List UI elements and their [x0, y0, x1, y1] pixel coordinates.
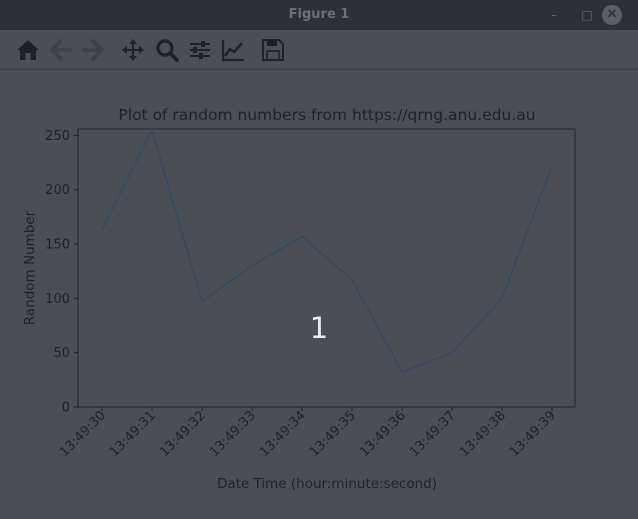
x-tick-label: 13:49:37 — [407, 408, 459, 460]
edit-axis-button[interactable] — [220, 37, 246, 63]
y-tick-label: 50 — [53, 346, 70, 361]
x-tick-label: 13:49:36 — [357, 408, 409, 460]
y-axis: 0 50 100 150 200 250 — [45, 129, 78, 416]
navigation-toolbar — [0, 30, 638, 70]
edit-axis-curve-icon — [221, 40, 244, 62]
x-tick-label: 13:49:33 — [207, 408, 259, 460]
plot-area — [77, 128, 576, 408]
back-button[interactable] — [48, 37, 74, 63]
configure-subplots-button[interactable] — [187, 37, 213, 63]
zoom-button[interactable] — [154, 37, 180, 63]
data-series-line — [101, 127, 553, 374]
y-tick-label: 0 — [62, 401, 70, 416]
x-axis-label: Date Time (hour:minute:second) — [217, 476, 437, 492]
x-tick-label: 13:49:32 — [157, 408, 209, 460]
y-tick-label: 100 — [45, 292, 70, 307]
back-arrow-icon — [50, 39, 72, 61]
x-tick-label: 13:49:31 — [107, 408, 159, 460]
save-button[interactable] — [260, 37, 286, 63]
y-tick-label: 250 — [45, 129, 70, 144]
pan-move-icon — [122, 39, 144, 61]
maximize-button[interactable]: □ — [581, 8, 593, 22]
x-tick-label: 13:49:30 — [57, 408, 109, 460]
minimize-button[interactable]: – — [551, 8, 557, 22]
zoom-magnifier-icon — [156, 39, 179, 62]
y-tick-label: 200 — [45, 183, 70, 198]
line-chart: Plot of random numbers from https://qrng… — [22, 106, 576, 492]
window-title: Figure 1 — [288, 7, 350, 22]
forward-arrow-icon — [82, 39, 104, 61]
overlay-number: 1 — [309, 311, 329, 345]
home-icon — [17, 40, 39, 60]
y-tick-label: 150 — [45, 238, 70, 253]
close-button[interactable]: ✕ — [602, 5, 622, 25]
pan-button[interactable] — [120, 37, 146, 63]
save-floppy-icon — [262, 39, 284, 61]
x-tick-label: 13:49:34 — [257, 408, 309, 460]
chart-title: Plot of random numbers from https://qrng… — [118, 106, 535, 124]
configure-subplots-icon — [190, 41, 210, 59]
home-button[interactable] — [15, 37, 41, 63]
x-tick-label: 13:49:35 — [307, 408, 359, 460]
x-axis: 13:49:3013:49:3113:49:3213:49:3313:49:34… — [57, 407, 559, 460]
x-tick-label: 13:49:39 — [507, 408, 559, 460]
y-axis-label: Random Number — [22, 210, 38, 325]
figure-canvas[interactable]: Plot of random numbers from https://qrng… — [0, 70, 638, 515]
x-tick-label: 13:49:38 — [457, 408, 509, 460]
forward-button[interactable] — [80, 37, 106, 63]
window-titlebar: Figure 1 – □ ✕ — [0, 0, 638, 30]
